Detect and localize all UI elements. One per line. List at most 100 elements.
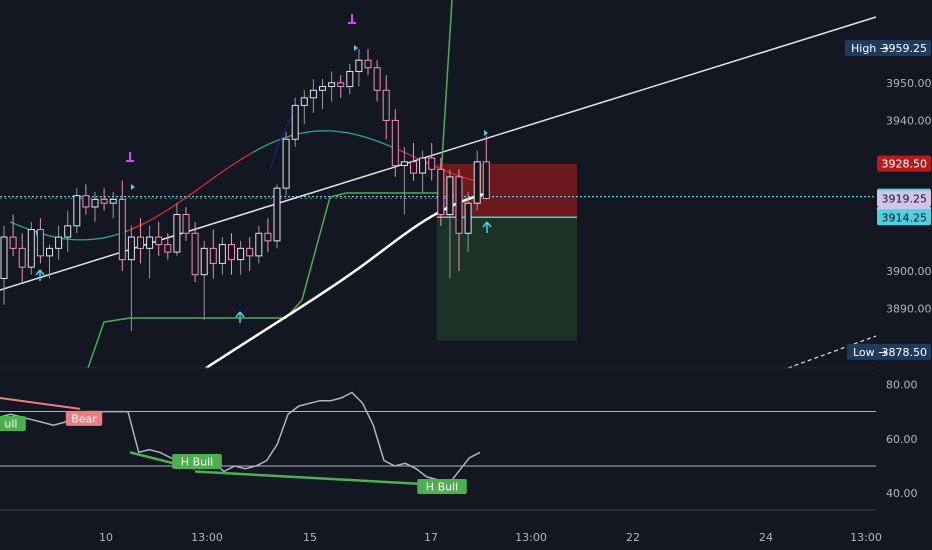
candle[interactable] xyxy=(18,233,26,283)
candle-body xyxy=(282,138,290,189)
candle-body xyxy=(100,198,108,204)
buy-arrow-icon xyxy=(235,311,245,323)
candle[interactable] xyxy=(291,97,299,147)
divergence-badge xyxy=(0,416,26,431)
low-value: 3878.50 xyxy=(882,346,928,359)
projected-trendline[interactable] xyxy=(787,335,877,369)
high-badge xyxy=(845,39,931,56)
candle[interactable] xyxy=(346,63,354,95)
candle[interactable] xyxy=(137,218,144,264)
candle-body xyxy=(300,97,308,106)
candle[interactable] xyxy=(127,225,135,332)
rising-trendline[interactable] xyxy=(0,16,877,291)
candle[interactable] xyxy=(155,222,163,256)
candle-body xyxy=(64,225,72,238)
time-tick-label: 10 xyxy=(99,531,113,544)
candle[interactable] xyxy=(282,131,290,196)
candle[interactable] xyxy=(391,109,399,177)
low-badge xyxy=(847,343,931,360)
candle[interactable] xyxy=(182,206,190,241)
candle[interactable] xyxy=(273,184,281,249)
candle[interactable] xyxy=(437,158,445,226)
price-tick-label: 3900.00 xyxy=(886,265,932,278)
candle[interactable] xyxy=(73,188,81,234)
time-tick-label: 13:00 xyxy=(850,531,882,544)
candle[interactable] xyxy=(364,48,372,76)
candle[interactable] xyxy=(482,135,490,200)
candle-body xyxy=(82,195,90,208)
candle[interactable] xyxy=(419,150,427,192)
candle[interactable] xyxy=(355,48,363,87)
candle[interactable] xyxy=(400,146,408,215)
candle-body xyxy=(137,236,144,249)
candle[interactable] xyxy=(237,240,245,275)
candle-body xyxy=(27,229,35,268)
time-tick-label: 13:00 xyxy=(515,531,547,544)
candle[interactable] xyxy=(228,233,235,275)
divergence-badge xyxy=(417,479,467,494)
candle[interactable] xyxy=(146,225,154,279)
candle[interactable] xyxy=(173,203,181,256)
time-tick-label: 22 xyxy=(626,531,640,544)
bear-divergence-line xyxy=(0,396,81,410)
candle[interactable] xyxy=(55,225,63,260)
candle[interactable] xyxy=(255,225,263,264)
candle-body xyxy=(464,202,472,234)
divergence-label: H Bull xyxy=(426,481,458,494)
take-profit-zone[interactable] xyxy=(436,217,577,341)
slow-ma-segment xyxy=(127,151,254,232)
candle[interactable] xyxy=(218,237,226,275)
candle-body xyxy=(309,89,317,99)
candle[interactable] xyxy=(118,180,126,271)
candle-body xyxy=(246,247,254,257)
candle-body xyxy=(255,232,263,257)
candle[interactable] xyxy=(209,229,217,279)
candle-body xyxy=(419,157,427,174)
candle[interactable] xyxy=(328,71,336,102)
candle[interactable] xyxy=(36,218,44,264)
candle[interactable] xyxy=(200,240,208,320)
candle[interactable] xyxy=(64,210,72,253)
candle-body xyxy=(473,161,481,204)
candle-body xyxy=(364,59,372,69)
candle[interactable] xyxy=(473,150,481,211)
candle[interactable] xyxy=(109,191,117,219)
candle[interactable] xyxy=(264,218,272,253)
candle[interactable] xyxy=(9,214,17,256)
candle[interactable] xyxy=(82,184,90,215)
candle-body xyxy=(291,104,299,140)
candle[interactable] xyxy=(0,225,8,305)
divergence-badge xyxy=(65,410,103,426)
candle-body xyxy=(91,198,99,208)
candle[interactable] xyxy=(191,222,199,283)
candle[interactable] xyxy=(382,75,390,140)
tick-marker-icon xyxy=(354,45,358,51)
candle[interactable] xyxy=(100,188,108,211)
trailing-stop-line xyxy=(87,0,453,369)
candle-body xyxy=(337,82,345,88)
candle[interactable] xyxy=(309,79,317,113)
candle[interactable] xyxy=(319,79,326,110)
candle-body xyxy=(428,157,436,170)
candle[interactable] xyxy=(27,222,35,275)
candle[interactable] xyxy=(410,142,417,181)
stop-price-value: 3928.50 xyxy=(882,158,928,171)
candle[interactable] xyxy=(300,90,308,125)
candle[interactable] xyxy=(46,244,53,279)
candle[interactable] xyxy=(246,237,254,271)
high-label: High → xyxy=(851,42,889,55)
candle[interactable] xyxy=(446,169,454,279)
candle[interactable] xyxy=(428,142,436,181)
candle-body xyxy=(382,89,390,121)
candle[interactable] xyxy=(164,233,172,260)
candle[interactable] xyxy=(455,169,463,271)
candle[interactable] xyxy=(464,191,472,253)
candle[interactable] xyxy=(337,75,345,98)
price-tick-label: 3890.00 xyxy=(886,303,932,316)
candle[interactable] xyxy=(91,191,99,223)
candle[interactable] xyxy=(373,60,381,102)
candle-body xyxy=(46,247,53,257)
candle-body xyxy=(373,67,381,91)
